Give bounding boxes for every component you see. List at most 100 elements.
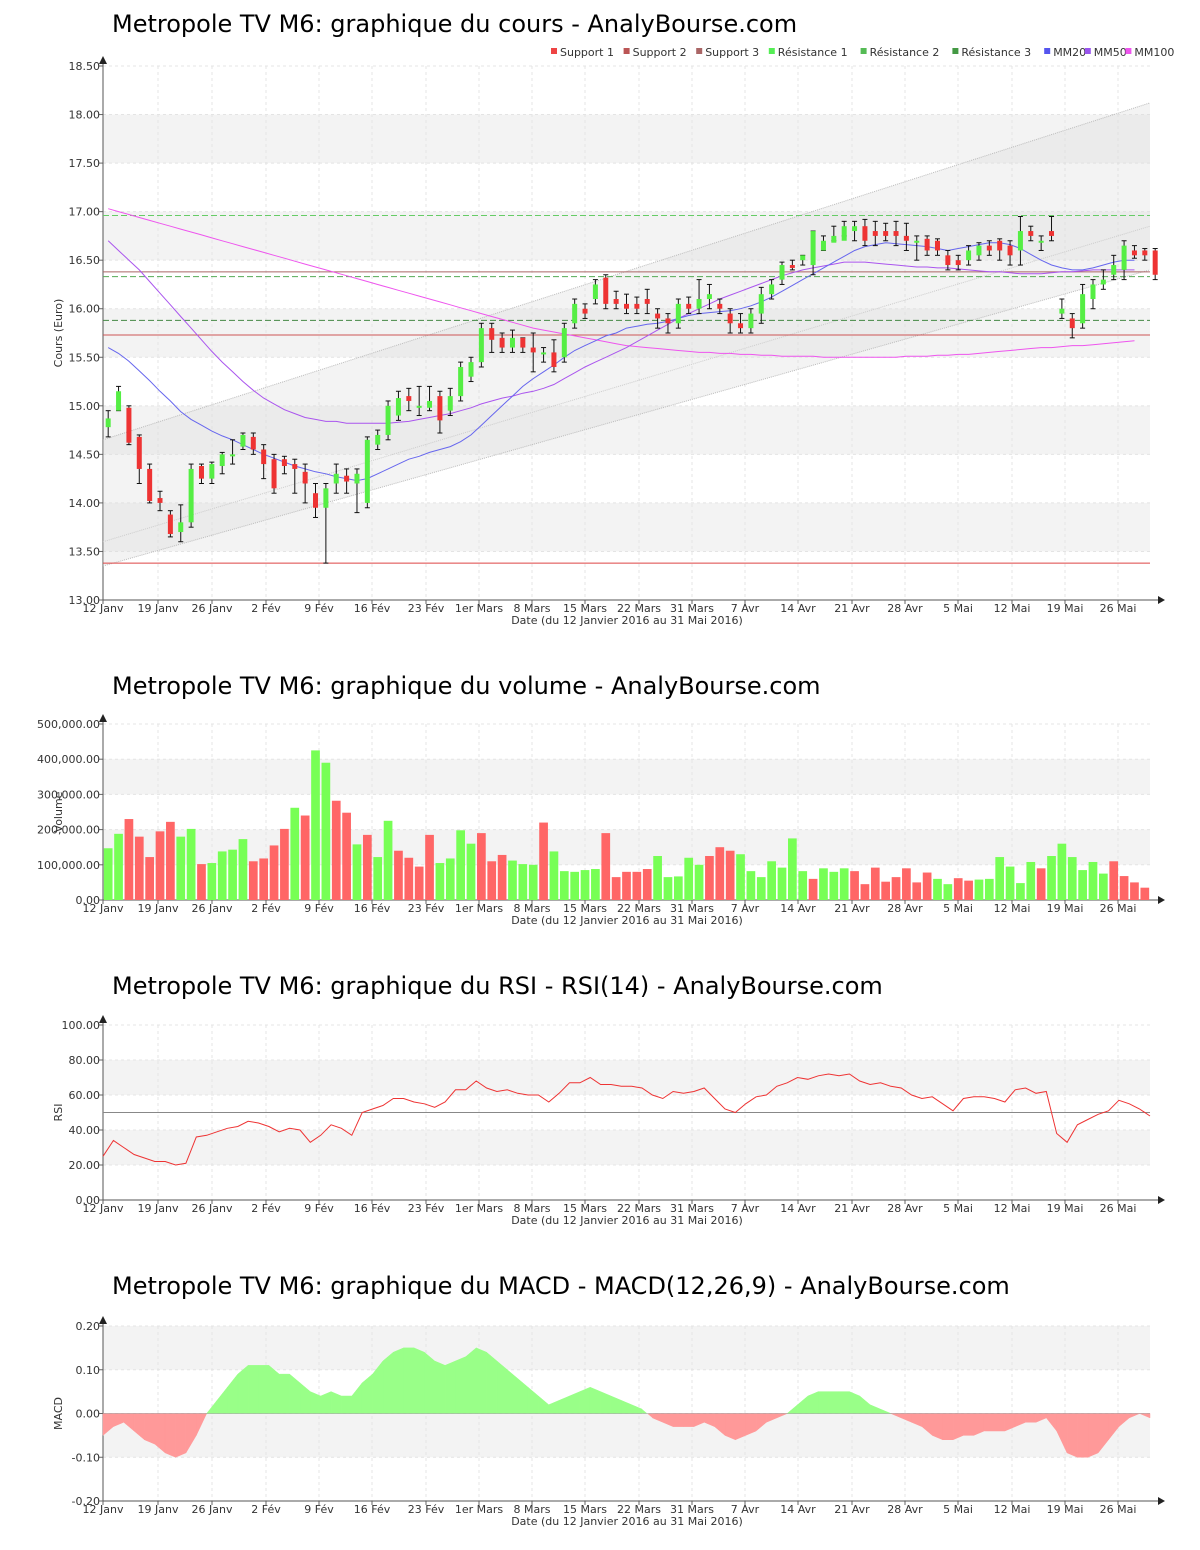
macd-area-segment	[952, 1413, 964, 1441]
volume-bar	[767, 861, 776, 900]
volume-chart-title: Metropole TV M6: graphique du volume - A…	[112, 672, 821, 700]
candle-body	[841, 226, 847, 241]
y-tick-label: 16.00	[69, 303, 101, 316]
volume-bar	[1036, 868, 1046, 900]
volume-bar	[114, 833, 123, 900]
x-tick-label: 15 Mars	[563, 1503, 607, 1516]
macd-area-segment	[647, 1413, 653, 1418]
volume-bar	[912, 882, 922, 900]
candle-body	[406, 396, 412, 401]
macd-area-segment	[320, 1391, 332, 1414]
y-axis-title: RSI	[52, 1104, 65, 1122]
candle-body	[862, 226, 868, 241]
volume-bar	[414, 866, 424, 900]
candle-body	[1007, 245, 1013, 256]
grid-band	[103, 114, 1150, 164]
legend-swatch	[551, 48, 557, 54]
candle-body	[416, 405, 422, 408]
candle-body	[447, 396, 453, 411]
candle-body	[375, 434, 381, 445]
candle-body	[686, 303, 692, 309]
candle-body	[997, 240, 1003, 251]
volume-bar	[1078, 870, 1087, 900]
x-tick-label: 19 Janv	[138, 602, 179, 615]
candle-body	[914, 240, 920, 243]
y-tick-label: 300,000.00	[37, 788, 100, 801]
candle-body	[986, 245, 992, 251]
x-tick-label: 5 Mai	[943, 1503, 973, 1516]
x-tick-label: 5 Mai	[943, 602, 973, 615]
volume-bar	[591, 869, 600, 900]
volume-bar	[715, 847, 725, 900]
volume-bar	[124, 819, 134, 900]
legend-label: Support 2	[633, 46, 687, 59]
grid-band	[103, 759, 1150, 795]
candle-body	[1090, 284, 1096, 300]
candle-body	[769, 284, 775, 295]
volume-bar	[186, 828, 196, 900]
x-tick-label: 9 Fév	[304, 1202, 334, 1215]
trend-channel-upper	[102, 102, 1151, 441]
macd-area-segment	[610, 1395, 622, 1414]
candle-body	[831, 235, 837, 243]
candle-body	[427, 400, 433, 408]
candle-body	[613, 299, 619, 304]
volume-bar	[788, 838, 797, 900]
volume-bar	[528, 864, 538, 900]
candle-body	[230, 454, 236, 457]
x-tick-label: 22 Mars	[617, 902, 661, 915]
candle-body	[250, 436, 256, 450]
x-tick-label: 16 Fév	[354, 1202, 391, 1215]
x-tick-label: 22 Mars	[617, 602, 661, 615]
volume-bar	[456, 830, 465, 900]
candle-body	[1111, 265, 1117, 275]
grid-band	[103, 502, 1150, 552]
candle-body	[966, 250, 972, 261]
macd-area-segment	[216, 1386, 228, 1414]
rsi-line	[102, 1073, 1151, 1166]
macd-area-segment	[268, 1364, 280, 1414]
x-tick-label: 9 Fév	[304, 1503, 334, 1516]
volume-bar	[922, 872, 932, 900]
x-tick-label: 19 Janv	[138, 1503, 179, 1516]
grid-band	[103, 308, 1150, 358]
candle-body	[592, 284, 598, 300]
x-tick-label: 26 Mai	[1100, 902, 1137, 915]
macd-area-segment	[382, 1351, 394, 1414]
x-tick-label: 23 Fév	[408, 1503, 445, 1516]
x-axis-arrow	[1158, 1497, 1165, 1505]
macd-area-segment	[393, 1347, 404, 1414]
macd-area-segment	[444, 1360, 456, 1414]
candle-body	[302, 471, 308, 484]
x-tick-label: 9 Fév	[304, 602, 334, 615]
legend-label: MM100	[1134, 46, 1174, 59]
volume-bar	[342, 812, 351, 900]
macd-area-segment	[330, 1391, 342, 1414]
candle-body	[738, 323, 744, 329]
y-tick-label: 15.50	[69, 351, 101, 364]
volume-bar	[280, 828, 289, 900]
macd-area-segment	[569, 1391, 581, 1414]
candle-body	[852, 226, 858, 232]
y-axis-title: Volume	[52, 791, 65, 832]
x-tick-label: 22 Mars	[617, 1202, 661, 1215]
macd-area-segment	[1087, 1413, 1099, 1458]
x-tick-label: 9 Fév	[304, 902, 334, 915]
macd-area-segment	[258, 1365, 270, 1414]
volume-bar	[487, 861, 497, 900]
volume-bar	[331, 800, 341, 900]
x-tick-label: 12 Mai	[994, 1202, 1031, 1215]
volume-bar	[580, 870, 590, 900]
candle-body	[1069, 318, 1075, 329]
legend-label: MM20	[1053, 46, 1086, 59]
volume-bar	[321, 762, 331, 900]
volume-bar	[933, 878, 942, 900]
macd-area-segment	[621, 1399, 632, 1414]
macd-area-segment	[455, 1356, 467, 1414]
y-tick-label: 13.00	[69, 594, 101, 607]
macd-area-segment	[247, 1365, 259, 1414]
candle-body	[354, 473, 360, 484]
macd-area-segment	[237, 1364, 249, 1414]
candle-body	[333, 473, 339, 484]
x-tick-label: 28 Avr	[887, 902, 923, 915]
